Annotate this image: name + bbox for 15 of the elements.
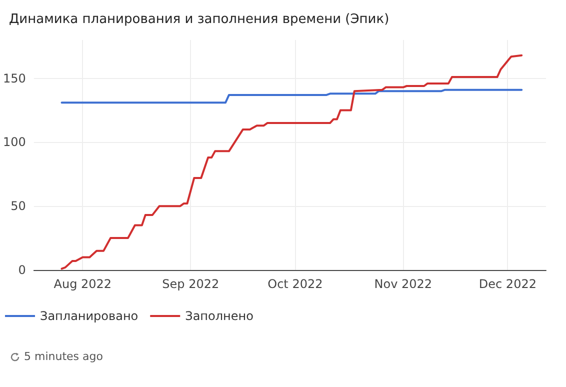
x-tick-label: Sep 2022 [162, 277, 220, 291]
y-tick-label: 0 [18, 263, 26, 277]
y-tick-label: 150 [3, 71, 26, 86]
legend-label: Заполнено [185, 309, 254, 323]
line-series [60, 54, 523, 270]
x-tick-label: Oct 2022 [268, 277, 323, 291]
y-tick-label: 50 [10, 199, 26, 214]
x-tick-label: Nov 2022 [374, 277, 432, 291]
chart-title: Динамика планирования и заполнения времени (Эпик) [9, 12, 390, 27]
line-series [60, 88, 523, 104]
legend-label: Запланировано [40, 309, 138, 323]
x-tick-label: Aug 2022 [54, 277, 112, 291]
x-tick-label: Dec 2022 [478, 277, 536, 291]
y-tick-label: 100 [3, 135, 26, 150]
text: 5 minutes ago [24, 350, 103, 363]
